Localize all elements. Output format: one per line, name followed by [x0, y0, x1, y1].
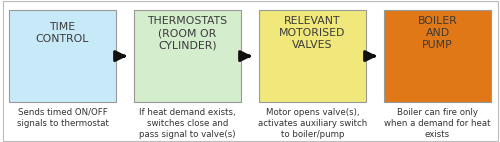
FancyBboxPatch shape [384, 10, 491, 102]
Text: RELEVANT
MOTORISED
VALVES: RELEVANT MOTORISED VALVES [280, 16, 345, 50]
FancyBboxPatch shape [9, 10, 116, 102]
Text: Sends timed ON/OFF
signals to thermostat: Sends timed ON/OFF signals to thermostat [16, 108, 108, 128]
Text: THERMOSTATS
(ROOM OR
CYLINDER): THERMOSTATS (ROOM OR CYLINDER) [148, 16, 228, 50]
Text: Motor opens valve(s),
activates auxiliary switch
to boiler/pump: Motor opens valve(s), activates auxiliar… [258, 108, 367, 139]
FancyBboxPatch shape [259, 10, 366, 102]
Text: BOILER
AND
PUMP: BOILER AND PUMP [418, 16, 458, 50]
Text: Boiler can fire only
when a demand for heat
exists: Boiler can fire only when a demand for h… [384, 108, 491, 139]
FancyBboxPatch shape [134, 10, 242, 102]
Text: If heat demand exists,
switches close and
pass signal to valve(s): If heat demand exists, switches close an… [139, 108, 236, 139]
Text: TIME
CONTROL: TIME CONTROL [36, 22, 89, 44]
